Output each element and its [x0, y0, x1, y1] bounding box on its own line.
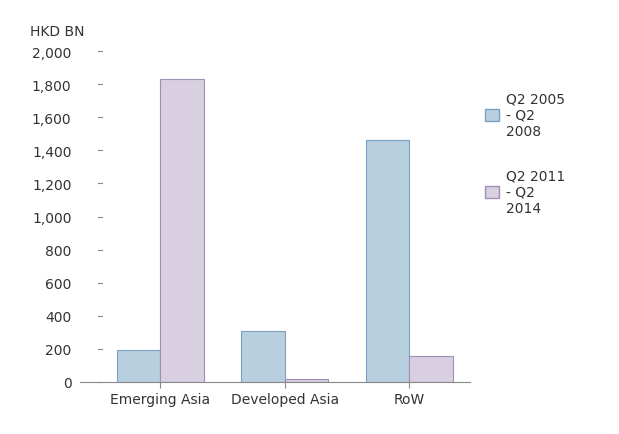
Legend: Q2 2005
- Q2
2008, Q2 2011
- Q2
2014: Q2 2005 - Q2 2008, Q2 2011 - Q2 2014 — [485, 92, 565, 215]
Bar — [117, 351, 160, 382]
Bar — [160, 80, 204, 382]
Bar — [366, 141, 409, 382]
Text: HKD BN: HKD BN — [30, 25, 84, 39]
Bar — [241, 331, 285, 382]
Bar — [409, 356, 452, 382]
Bar — [285, 379, 328, 382]
